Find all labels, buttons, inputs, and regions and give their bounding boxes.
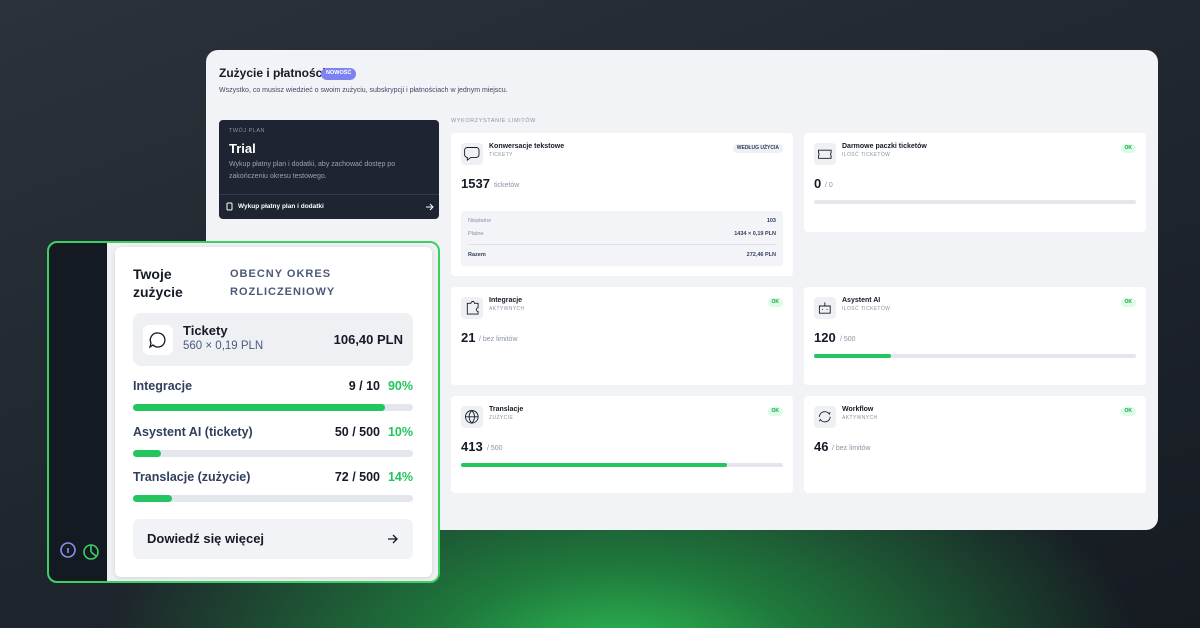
progress-fill: [133, 495, 173, 502]
panel-title: Twoje zużycie: [133, 266, 183, 300]
divider: [468, 244, 776, 245]
card-limit: / 500: [487, 445, 503, 452]
cta-button[interactable]: [133, 519, 413, 559]
breakdown-label: Płatne: [468, 231, 484, 237]
panel-period: OBECNY OKRES ROZLICZENIOWY: [230, 268, 336, 298]
plan-eyebrow: TWÓJ PLAN: [229, 128, 265, 134]
card-subtitle: AKTYWNYCH: [489, 306, 525, 312]
row-count: 72 / 500: [334, 470, 380, 484]
limit-card: Translacje ZUŻYCIE OK 413 / 500: [451, 396, 793, 493]
card-subtitle: ILOŚĆ TICKETÓW: [842, 306, 891, 312]
plan-cta[interactable]: Wykup płatny plan i dodatki: [238, 203, 324, 210]
row-percent: 90%: [387, 379, 413, 393]
card-title: Translacje: [489, 406, 524, 413]
progress-fill: [814, 354, 892, 358]
cta-arrow: [388, 534, 398, 544]
sidebar-icons: [60, 542, 99, 560]
limit-card: Konwersacje tekstowe TICKETY WEDŁUG UŻYCIA…: [451, 133, 793, 276]
limits-heading: WYKORZYSTANIE LIMITÓW: [451, 118, 536, 124]
progress-track: [133, 495, 413, 502]
card-value: 21: [461, 330, 476, 345]
card-icon: [814, 143, 836, 165]
progress-track: [814, 354, 1136, 358]
card-value: 1537: [461, 176, 490, 191]
card-limit: ticketów: [494, 182, 520, 189]
card-limit: / 500: [840, 336, 856, 343]
plan-card: [219, 120, 439, 219]
row-count: 9 / 10: [348, 379, 380, 393]
breakdown-label: Niepłatne: [468, 218, 492, 224]
card-subtitle: TICKETY: [489, 152, 513, 158]
breakdown-box: Niepłatne 103 Płatne 1434 × 0,19 PLN Razem 27…: [461, 211, 783, 266]
progress-fill: [133, 450, 161, 457]
breakdown-value: 103: [766, 218, 776, 224]
card-value: 46: [814, 439, 829, 454]
card-value: 0: [814, 176, 822, 191]
plan-description: Wykup płatny plan i dodatki, aby zachowa…: [229, 161, 396, 180]
row-count: 50 / 500: [334, 425, 380, 439]
progress-track: [814, 200, 1136, 204]
card-title: Integracje: [489, 297, 523, 304]
row-percent: 10%: [387, 425, 413, 439]
card-badge: OK: [1120, 298, 1136, 307]
card-badge: OK: [767, 298, 783, 307]
card-limit: / 0: [825, 182, 833, 189]
limit-card: Workflow AKTYWNYCH OK 46/ bez limitów: [804, 396, 1146, 493]
tickets-amount: 106,40 PLN: [333, 332, 403, 347]
row-label: Integracje: [133, 379, 193, 393]
limit-card: Integracje AKTYWNYCH OK 21/ bez limitów: [451, 287, 793, 385]
card-title: Konwersacje tekstowe: [489, 143, 565, 150]
breakdown-label: Razem: [468, 252, 486, 258]
card-subtitle: ZUŻYCIE: [489, 415, 514, 421]
limit-card: Darmowe paczki ticketów ILOŚĆ TICKETÓW OK 0…: [804, 133, 1146, 232]
progress-fill: [133, 404, 385, 411]
card-badge: OK: [767, 407, 783, 416]
limit-card: Asystent AI ILOŚĆ TICKETÓW OK 120 / 500: [804, 287, 1146, 385]
card-title: Asystent AI: [842, 297, 881, 304]
plan-icons: [226, 202, 434, 211]
card-title: Workflow: [842, 406, 874, 413]
card-icon: [461, 143, 483, 165]
card-limit: / bez limitów: [832, 445, 871, 452]
page-subtitle: Wszystko, co musisz wiedzieć o swoim zuż…: [219, 87, 508, 94]
breakdown-value: 272,46 PLN: [746, 252, 776, 258]
card-badge: WEDŁUG UŻYCIA: [732, 144, 783, 153]
cta-label[interactable]: Dowiedź się więcej: [147, 531, 265, 546]
card-icon: [814, 297, 836, 319]
card-limit: / bez limitów: [479, 336, 518, 343]
breakdown-value: 1434 × 0,19 PLN: [734, 231, 776, 237]
row-percent: 14%: [387, 470, 413, 484]
card-subtitle: AKTYWNYCH: [842, 415, 878, 421]
divider: [219, 194, 439, 195]
page-title: Zużycie i płatności: [219, 66, 326, 80]
progress-fill: [461, 463, 727, 467]
card-icon: [461, 406, 483, 428]
card-value: 120: [814, 330, 836, 345]
new-badge: NOWOŚĆ: [321, 68, 357, 80]
card-badge: OK: [1120, 407, 1136, 416]
card-subtitle: ILOŚĆ TICKETÓW: [842, 152, 891, 158]
tickets-box: [133, 313, 413, 366]
card-title: Darmowe paczki ticketów: [842, 143, 927, 150]
progress-track: [133, 450, 413, 457]
tickets-icon: [143, 325, 173, 355]
card-icon: [814, 406, 836, 428]
card-icon: [461, 297, 483, 319]
plan-name: Trial: [229, 141, 256, 156]
sidebar: [49, 243, 107, 581]
card-value: 413: [461, 439, 483, 454]
tickets-detail: 560 × 0,19 PLN: [183, 340, 264, 352]
row-label: Asystent AI (tickety): [133, 425, 253, 439]
row-label: Translacje (zużycie): [133, 470, 251, 484]
tickets-label: Tickety: [183, 323, 228, 338]
card-badge: OK: [1120, 144, 1136, 153]
